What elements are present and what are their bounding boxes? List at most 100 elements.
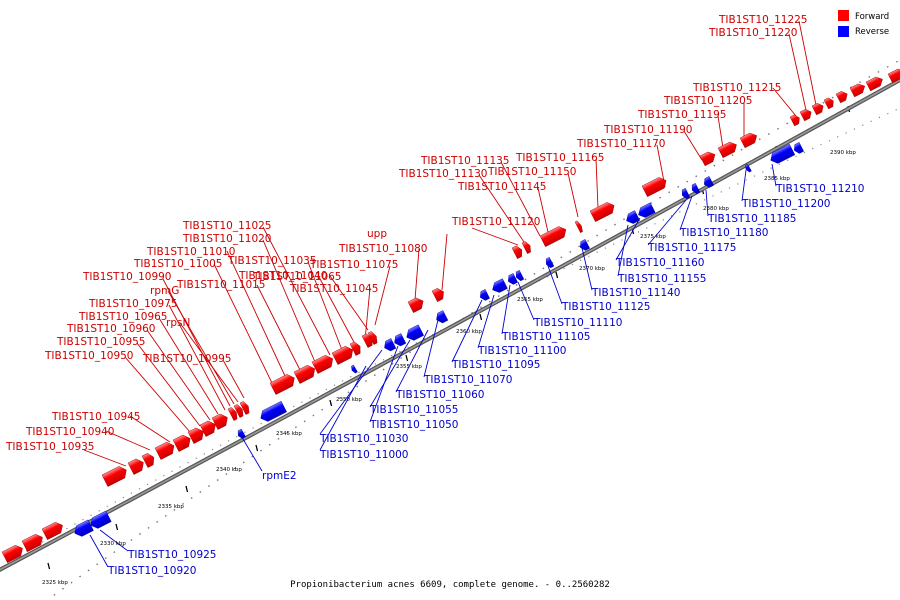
forward-genes — [1, 68, 900, 563]
forward-gene — [865, 76, 883, 92]
position-labels: 2325 kbp 2330 kbp 2335 kbp 2340 kbp 2345 kbp… — [42, 150, 856, 586]
reverse-gene-label: rpmE2 — [262, 470, 297, 482]
forward-leader-line — [364, 287, 371, 341]
reverse-leader-line — [423, 319, 439, 378]
forward-gene — [511, 245, 523, 259]
forward-gene-label: TIB1ST10_11045 — [289, 283, 379, 295]
reverse-gene — [492, 278, 508, 293]
reverse-gene — [638, 202, 656, 218]
position-label: 2365 kbp — [517, 297, 543, 303]
position-label: 2370 kbp — [579, 266, 605, 272]
reverse-gene — [384, 338, 397, 352]
reverse-gene — [681, 188, 691, 200]
forward-gene — [835, 91, 848, 104]
forward-leader-line — [683, 130, 703, 161]
forward-gene — [699, 151, 716, 167]
tick-mark — [185, 485, 189, 493]
position-label: 2355 kbp — [396, 364, 422, 370]
reverse-leader-line — [319, 349, 383, 435]
forward-leader-line — [329, 275, 369, 331]
reverse-leader-line — [395, 329, 429, 393]
forward-leader-line — [307, 261, 343, 351]
reverse-gene-label: TIB1ST10_11105 — [501, 331, 591, 343]
forward-gene-label: TIB1ST10_10945 — [51, 411, 141, 423]
reverse-leader-line — [451, 299, 483, 363]
forward-leader-line — [162, 278, 231, 407]
forward-gene — [361, 333, 373, 348]
forward-gene-label: TIB1ST10_11130 — [398, 168, 488, 180]
forward-gene — [311, 354, 333, 374]
reverse-gene-label: TIB1ST10_11125 — [561, 301, 651, 313]
reverse-gene-label: TIB1ST10_11160 — [615, 257, 705, 269]
forward-gene — [141, 453, 155, 468]
forward-gene — [293, 364, 315, 384]
tick-mark — [47, 562, 51, 570]
forward-leader-line — [717, 115, 724, 149]
reverse-leader-line — [517, 281, 535, 321]
reverse-gene — [545, 257, 555, 269]
reverse-gene-label: TIB1ST10_11050 — [369, 419, 459, 431]
reverse-gene — [691, 183, 701, 195]
forward-gene-label: upp — [367, 228, 387, 240]
tick-mark — [115, 523, 119, 531]
legend-forward-label: Forward — [855, 12, 889, 22]
forward-leader-line — [772, 87, 797, 117]
forward-gene-label: TIB1ST10_11025 — [182, 220, 272, 232]
tick-mark — [555, 271, 559, 279]
forward-leader-line — [222, 359, 245, 399]
forward-gene-label: TIB1ST10_10995 — [142, 353, 232, 365]
reverse-leader-line — [89, 534, 109, 568]
reverse-gene — [770, 143, 796, 164]
tick-mark — [255, 444, 259, 452]
forward-gene-label: TIB1ST10_11120 — [451, 216, 541, 228]
forward-gene-label: TIB1ST10_11170 — [576, 138, 666, 150]
forward-gene — [21, 533, 43, 552]
reverse-gene — [480, 289, 490, 301]
reverse-leader-line — [679, 195, 693, 231]
position-label: 2360 kbp — [456, 329, 482, 335]
forward-leader-line — [471, 227, 519, 246]
forward-leader-line — [105, 430, 151, 451]
forward-gene-label: TIB1ST10_10975 — [88, 298, 178, 310]
forward-gene — [1, 544, 23, 563]
forward-gene-label: TIB1ST10_11010 — [146, 246, 236, 258]
legend: Forward Reverse — [838, 10, 889, 37]
forward-gene-label: TIB1ST10_11080 — [338, 243, 428, 255]
forward-gene-label: TIB1ST10_10990 — [82, 271, 172, 283]
tick-mark — [405, 354, 409, 362]
forward-leader-line — [213, 263, 273, 384]
reverse-gene-label: TIB1ST10_11175 — [647, 242, 737, 254]
reverse-leader-line — [369, 339, 411, 408]
forward-gene — [717, 141, 737, 159]
reverse-gene — [515, 270, 525, 282]
reverse-gene-label: TIB1ST10_10920 — [107, 565, 197, 577]
forward-gene — [331, 345, 353, 365]
forward-gene-label: TIB1ST10_11005 — [133, 258, 223, 270]
position-label: 2375 kbp — [640, 234, 666, 240]
forward-gene — [41, 521, 63, 540]
forward-leader-line — [167, 290, 235, 405]
forward-gene-label: TIB1ST10_11195 — [637, 109, 727, 121]
forward-gene-label: TIB1ST10_11220 — [708, 27, 798, 39]
forward-leader-line — [179, 322, 239, 403]
legend-reverse-swatch — [838, 26, 849, 37]
forward-gene — [239, 401, 250, 415]
forward-gene-label: rpsN — [166, 317, 190, 329]
reverse-gene-label: TIB1ST10_11180 — [679, 227, 769, 239]
position-label: 2380 kbp — [703, 206, 729, 212]
forward-gene-label: TIB1ST10_11035 — [227, 255, 317, 267]
reverse-gene-label: TIB1ST10_11155 — [617, 273, 707, 285]
reverse-gene — [406, 324, 424, 341]
forward-gene — [574, 220, 583, 233]
forward-gene-label: TIB1ST10_10955 — [56, 336, 146, 348]
tick-mark — [479, 313, 483, 321]
forward-gene — [154, 441, 175, 460]
forward-gene — [811, 103, 824, 116]
forward-gene-labels: TIB1ST10_10935 TIB1ST10_10940 TIB1ST10_109… — [5, 14, 808, 453]
reverse-gene — [90, 510, 112, 529]
forward-gene-label: TIB1ST10_11135 — [420, 155, 510, 167]
reverse-gene-label: TIB1ST10_11185 — [707, 213, 797, 225]
reverse-leader-lines — [89, 163, 777, 568]
reverse-gene — [508, 273, 518, 285]
forward-leader-line — [595, 158, 599, 209]
